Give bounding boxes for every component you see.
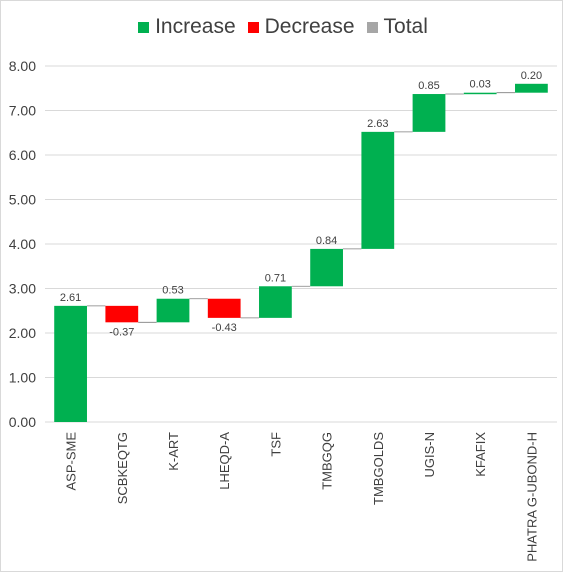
data-label: 2.61 [60,292,81,304]
legend-label-decrease: Decrease [264,15,355,38]
x-tick-label: UGIS-N [422,432,437,478]
data-label: 0.71 [265,272,286,284]
y-tick-label: 0.00 [9,414,36,430]
y-axis: 0.00 1.00 2.00 3.00 4.00 5.00 6.00 7.00 8.00 [9,58,36,430]
connector-lines [86,92,516,323]
bar [54,305,87,422]
bar [412,94,446,132]
bar [310,248,343,287]
bar [361,131,395,249]
x-tick-label: LHEQD-A [217,432,232,490]
data-label: 2.63 [367,118,388,130]
bar [515,83,548,93]
data-label: 0.85 [418,80,439,92]
bar [259,286,292,318]
y-tick-label: 3.00 [9,281,36,297]
x-tick-label: K-ART [166,432,181,471]
x-tick-label: TMBGOLDS [371,432,386,505]
y-tick-label: 5.00 [9,192,36,208]
y-tick-label: 7.00 [9,103,36,119]
data-label: -0.37 [109,326,134,338]
y-tick-label: 8.00 [9,58,36,74]
data-label: 0.53 [162,285,183,297]
x-tick-label: SCBKEQTG [115,432,130,504]
y-tick-label: 4.00 [9,236,36,252]
data-label: -0.43 [212,322,237,334]
legend-label-total: Total [383,15,428,38]
legend-swatch-decrease [247,21,259,33]
legend-swatch-total [366,21,378,33]
data-label: 0.20 [521,70,542,82]
y-tick-label: 2.00 [9,325,36,341]
bars [54,83,548,422]
x-tick-label: KFAFIX [473,432,488,477]
x-axis: ASP-SME SCBKEQTG K-ART LHEQD-A TSF TMBGQG TMBG… [64,432,540,562]
legend-swatch-increase [138,21,150,33]
x-tick-label: TSF [268,432,283,457]
bar [105,305,139,323]
y-tick-label: 6.00 [9,147,36,163]
legend-label-increase: Increase [155,15,236,38]
legend-item-total: Total [366,15,428,39]
x-tick-label: PHATRA G-UBOND-H [524,432,539,562]
gridlines [45,65,557,423]
y-tick-label: 1.00 [9,370,36,386]
legend: Increase Decrease Total [0,15,566,39]
data-labels: 2.61 -0.37 0.53 -0.43 0.71 0.84 2.63 0.85 0.03 0.… [60,70,542,339]
data-label: 0.03 [469,79,490,91]
data-label: 0.84 [316,235,337,247]
x-tick-label: ASP-SME [64,432,79,491]
bar [463,92,497,95]
bar [207,298,241,318]
legend-item-increase: Increase [138,15,236,39]
x-tick-label: TMBGQG [320,432,335,490]
bar [156,298,190,323]
legend-item-decrease: Decrease [247,15,355,39]
